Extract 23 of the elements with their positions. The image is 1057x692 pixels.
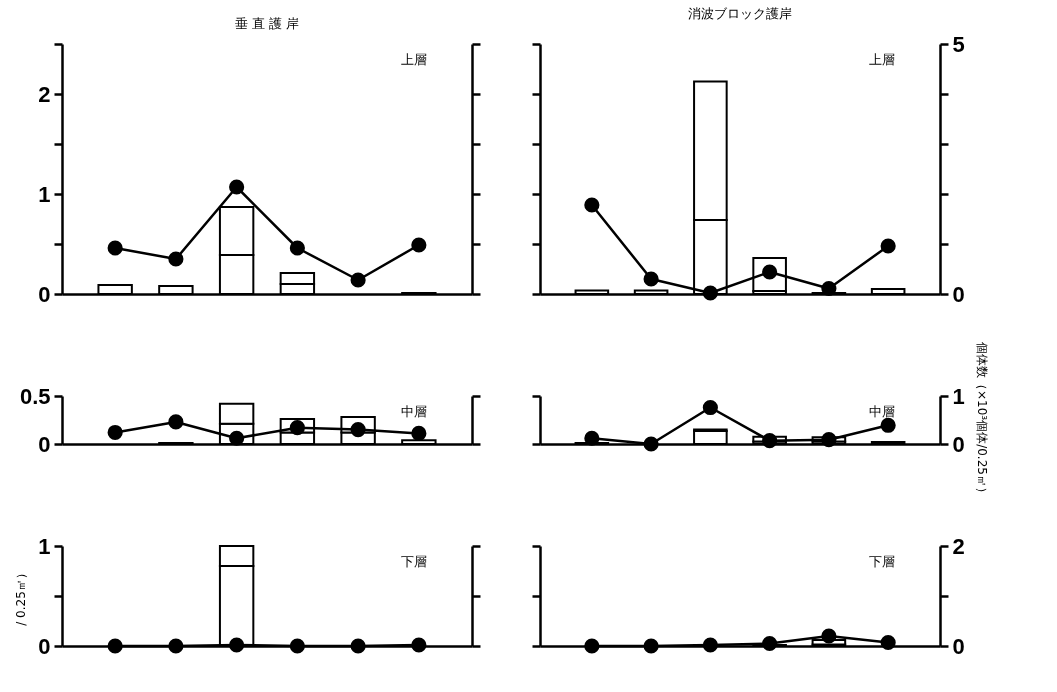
y-tick-label: 2 — [38, 81, 51, 107]
y2-tick-label: 0 — [952, 431, 965, 457]
annotation: 下層 — [869, 554, 895, 569]
y-tick-label: 1 — [38, 181, 51, 207]
chart-title: 消波ブロック護岸 — [688, 6, 792, 21]
y-tick-label: 0.5 — [19, 383, 51, 409]
annotation: 中層 — [869, 404, 895, 419]
annotation: 上層 — [401, 52, 427, 67]
y-axis-title: / 0.25㎡） — [14, 567, 29, 626]
annotation: 上層 — [869, 52, 895, 67]
y-tick-label: 0 — [38, 633, 51, 659]
annotation: 下層 — [401, 554, 427, 569]
y2-tick-label: 2 — [952, 533, 965, 559]
y2-tick-label: 0 — [952, 281, 965, 307]
annotation: 中層 — [401, 404, 427, 419]
y2-axis-title: 個体数（×10³個体/0.25㎡） — [974, 342, 989, 499]
chart-title: 垂 直 護 岸 — [234, 15, 300, 31]
y-tick-label: 0 — [38, 431, 51, 457]
y2-tick-label: 1 — [952, 383, 965, 409]
y2-tick-label: 5 — [952, 31, 965, 57]
y2-tick-label: 0 — [952, 633, 965, 659]
y-tick-label: 0 — [38, 281, 51, 307]
y-tick-label: 1 — [38, 533, 51, 559]
